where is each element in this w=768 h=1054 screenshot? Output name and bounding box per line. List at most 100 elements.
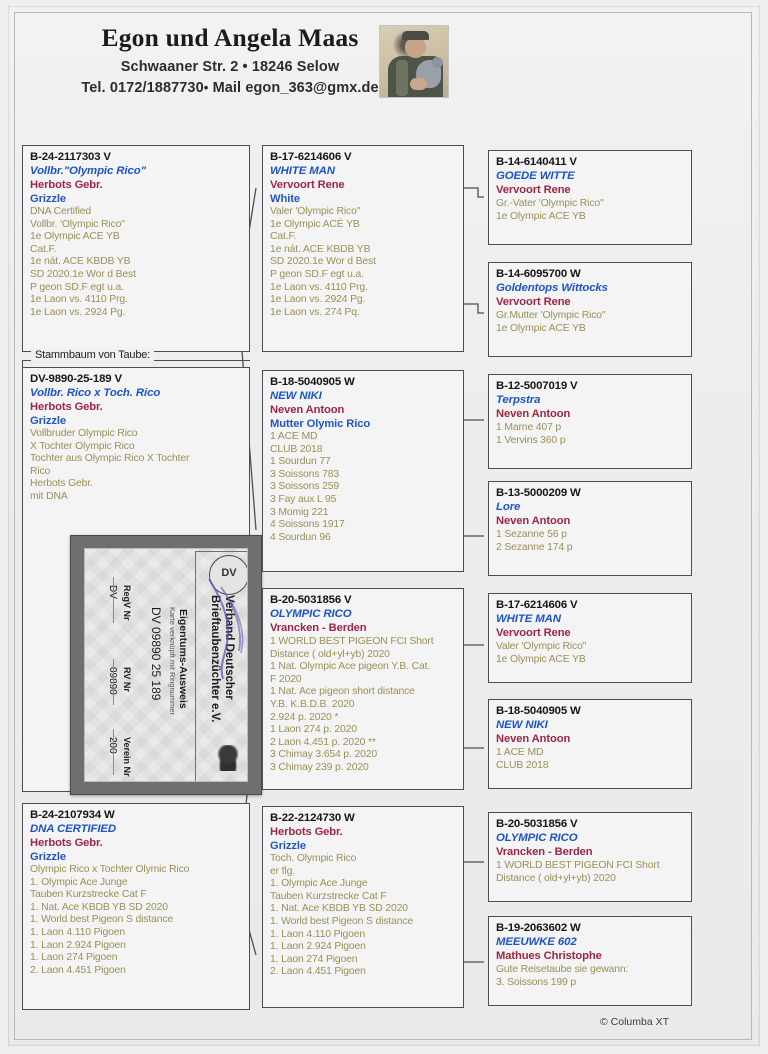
performance-line: 1. Nat. Ace KBDB YB SD 2020 bbox=[30, 901, 168, 913]
nickname: NEW NIKI bbox=[496, 719, 548, 731]
ring-number: B-17-6214606 V bbox=[496, 599, 578, 611]
performance-line: DNA Certified bbox=[30, 206, 91, 217]
performance-line: Tochter aus Olympic Rico X Tochter bbox=[30, 453, 190, 465]
colour: Grizzle bbox=[30, 415, 66, 427]
breeder-name: Neven Antoon bbox=[496, 733, 571, 745]
performance-line: 1e Laon vs. 4110 Prg. bbox=[30, 294, 128, 306]
performance-list: Vollbruder Olympic Rico X Tochter Olympi… bbox=[30, 428, 242, 504]
pedigree-box-grandparent-7[interactable]: B-20-5031856 V OLYMPIC RICO Vrancken - B… bbox=[488, 812, 692, 902]
performance-line: Cat.F. bbox=[30, 243, 57, 255]
performance-list: Gr.-Vater 'Olympic Rico" 1e Olympic ACE Y… bbox=[496, 198, 684, 223]
breeder-name: Neven Antoon bbox=[270, 404, 345, 416]
performance-line: 1e Laon vs. 4110 Prg. bbox=[270, 281, 368, 293]
ownership-certificate-card: Verband Deutscher Brieftaubenzüchter e.V… bbox=[70, 535, 262, 795]
ring-number: B-20-5031856 V bbox=[496, 818, 578, 830]
page-title: Egon und Angela Maas bbox=[101, 23, 359, 52]
mail-label: Mail bbox=[212, 80, 242, 97]
pedigree-box-grandparent-6[interactable]: B-18-5040905 W NEW NIKI Neven Antoon 1 A… bbox=[488, 699, 692, 789]
pedigree-box-sire2[interactable]: B-20-5031856 V OLYMPIC RICO Vrancken - B… bbox=[262, 588, 464, 790]
performance-line: 1. Laon 274 Pigoen bbox=[30, 952, 118, 964]
pedigree-box-grandparent-4[interactable]: B-13-5000209 W Lore Neven Antoon 1 Sezan… bbox=[488, 481, 692, 576]
performance-list: Gr.Mutter 'Olympic Rico" 1e Olympic ACE Y… bbox=[496, 310, 684, 335]
mail-address: egon_363@gmx.de bbox=[245, 80, 379, 97]
nickname: NEW NIKI bbox=[270, 390, 322, 402]
performance-line: 1. World best Pigeon S distance bbox=[270, 915, 414, 927]
pedigree-box-dam[interactable]: B-18-5040905 W NEW NIKI Neven Antoon Mut… bbox=[262, 370, 464, 572]
ring-number: B-19-2063602 W bbox=[496, 922, 581, 934]
performance-line: 1e Olympic ACE YB bbox=[496, 210, 586, 222]
copyright-notice: © Columba XT bbox=[600, 1016, 670, 1028]
fancier-photo bbox=[379, 25, 449, 98]
performance-line: 1 Sezanne 56 p bbox=[496, 529, 567, 540]
pedigree-box-grandparent-8[interactable]: B-19-2063602 W MEEUWKE 602 Mathues Chris… bbox=[488, 916, 692, 1006]
breeder-name: Herbots Gebr. bbox=[30, 179, 103, 191]
performance-line: 1. Laon 4.110 Pigoen bbox=[30, 926, 126, 938]
nickname: Vollbr. Rico x Toch. Rico bbox=[30, 387, 161, 399]
colour: Grizzle bbox=[30, 193, 66, 205]
document-header: Egon und Angela Maas Schwaaner Str. 2 • … bbox=[0, 23, 460, 96]
breeder-name: Vervoort Rene bbox=[270, 179, 345, 191]
phone-label: Tel. bbox=[81, 80, 106, 97]
performance-line: 3 Soissons 259 bbox=[270, 481, 339, 493]
photo-cap bbox=[402, 31, 429, 40]
colour: Mutter Olymic Rico bbox=[270, 418, 371, 430]
pedigree-box-grandparent-3[interactable]: B-12-5007019 V Terpstra Neven Antoon 1 M… bbox=[488, 374, 692, 469]
performance-line: 1e Laon vs. 2924 Pg. bbox=[270, 294, 366, 306]
pigeon-stamp-icon bbox=[217, 745, 239, 771]
performance-line: 1 Nat. Ace pigeon short distance bbox=[270, 686, 415, 698]
breeder-name: Herbots Gebr. bbox=[30, 837, 103, 849]
certificate-org-line2: Brieftaubenzüchter e.V. bbox=[209, 595, 221, 723]
ring-number: B-20-5031856 V bbox=[270, 594, 352, 606]
pedigree-box-dam-bottom-left[interactable]: B-24-2107934 W DNA CERTIFIED Herbots Geb… bbox=[22, 803, 250, 1010]
certificate-subtitle: Karte verknüpft mit Ringnummer bbox=[168, 607, 177, 715]
nickname: Terpstra bbox=[496, 394, 541, 406]
pedigree-box-grandparent-5[interactable]: B-17-6214606 V WHITE MAN Vervoort Rene V… bbox=[488, 593, 692, 683]
performance-line: Cat.F. bbox=[270, 231, 297, 243]
performance-line: 3 Soissons 783 bbox=[270, 468, 339, 480]
nickname: DNA CERTIFIED bbox=[30, 823, 117, 835]
performance-line: Tauben Kurzstrecke Cat F bbox=[30, 889, 147, 901]
ring-number: DV-9890-25-189 V bbox=[30, 373, 122, 385]
header-contact: Tel. 0172/1887730• Mail egon_363@gmx.de bbox=[0, 80, 460, 96]
performance-line: SD 2020.1e Wor d Best bbox=[270, 256, 376, 268]
nickname: OLYMPIC RICO bbox=[270, 608, 352, 620]
pedigree-box-sire[interactable]: B-17-6214606 V WHITE MAN Vervoort Rene W… bbox=[262, 145, 464, 352]
performance-line: 1. Laon 2.924 Pigoen bbox=[270, 941, 366, 953]
performance-line: 1 ACE MD bbox=[270, 431, 318, 442]
pedigree-box-grandparent-1[interactable]: B-14-6140411 V GOEDE WITTE Vervoort Rene… bbox=[488, 150, 692, 245]
breeder-name: Herbots Gebr. bbox=[30, 401, 103, 413]
performance-line: Olympic Rico x Tochter Olymic Rico bbox=[30, 864, 190, 875]
breeder-name: Herbots Gebr. bbox=[270, 826, 343, 838]
performance-line: CLUB 2018 bbox=[270, 443, 323, 455]
performance-line: 1 Laon 274 p. 2020 bbox=[270, 724, 357, 736]
performance-line: 1. Olympic Ace Junge bbox=[30, 876, 128, 888]
separator-dot: • bbox=[203, 80, 209, 96]
ring-number: B-24-2107934 W bbox=[30, 809, 115, 821]
certificate-field-label-2: Verein Nr bbox=[122, 737, 132, 777]
certificate-inner: Verband Deutscher Brieftaubenzüchter e.V… bbox=[84, 548, 248, 782]
nickname: WHITE MAN bbox=[270, 165, 335, 177]
page-border bbox=[14, 12, 752, 1040]
performance-list: 1 WORLD BEST PIGEON FCI Short Distance ( … bbox=[496, 860, 684, 885]
photo-vest bbox=[396, 60, 408, 96]
pedigree-box-grandparent-2[interactable]: B-14-6095700 W Goldentops Wittocks Vervo… bbox=[488, 262, 692, 357]
ring-number: B-14-6140411 V bbox=[496, 156, 577, 168]
breeder-name: Vervoort Rene bbox=[496, 184, 571, 196]
nickname: Goldentops Wittocks bbox=[496, 282, 608, 294]
pedigree-box-dam2[interactable]: B-22-2124730 W Herbots Gebr. Grizzle Toc… bbox=[262, 806, 464, 1008]
performance-line: 1e Olympic ACE YB bbox=[496, 322, 586, 334]
performance-line: 3 Fay aux L 95 bbox=[270, 493, 337, 505]
nickname: WHITE MAN bbox=[496, 613, 561, 625]
performance-line: CLUB 2018 bbox=[496, 759, 549, 771]
performance-list: Valer 'Olympic Rico" 1e Olympic ACE YB bbox=[496, 641, 684, 666]
performance-line: 2 Sezanne 174 p bbox=[496, 541, 573, 553]
stammbaum-divider: Stammbaum von Taube: bbox=[22, 349, 250, 368]
photo-pigeon-head bbox=[432, 57, 443, 68]
performance-line: Herbots Gebr. bbox=[30, 478, 93, 490]
certificate-title: Eigentums-Ausweis bbox=[177, 609, 189, 709]
breeder-name: Vrancken - Berden bbox=[496, 846, 593, 858]
pedigree-box-subject[interactable]: B-24-2117303 V Vollbr."Olympic Rico" Her… bbox=[22, 145, 250, 352]
performance-line: 2. Laon 4.451 Pigoen bbox=[30, 964, 126, 976]
ring-number: B-14-6095700 W bbox=[496, 268, 581, 280]
